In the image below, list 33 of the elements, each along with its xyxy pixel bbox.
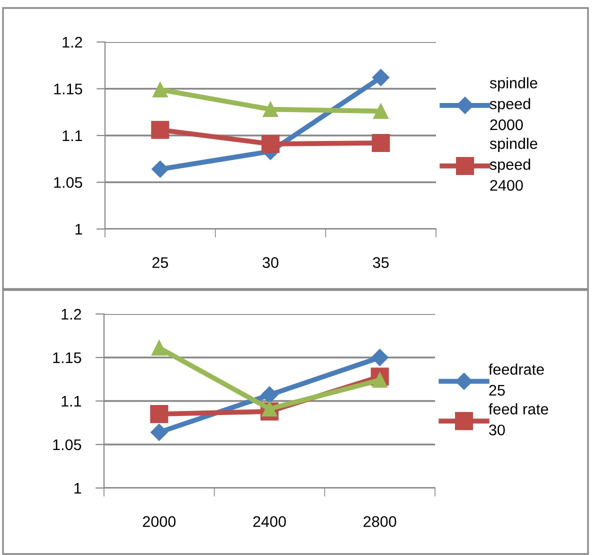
y-tick-label: 1 bbox=[75, 224, 82, 235]
y-tick-label: 1.15 bbox=[53, 352, 82, 364]
x-tick-label: 2800 bbox=[364, 516, 396, 527]
point bbox=[260, 386, 278, 404]
x-tick-label: 30 bbox=[262, 257, 278, 268]
y-tick-label: 1.2 bbox=[62, 308, 82, 320]
point bbox=[372, 134, 390, 152]
x-tick-label: 35 bbox=[372, 257, 389, 268]
legend-label: feed rate 30 bbox=[488, 403, 548, 436]
point bbox=[262, 102, 278, 117]
y-tick-label: 1.05 bbox=[54, 177, 82, 188]
x-tick-label: 2000 bbox=[142, 516, 176, 527]
point bbox=[373, 104, 388, 119]
point bbox=[150, 405, 168, 424]
y-tick-label: 1.1 bbox=[62, 130, 82, 142]
x-tick-label: 25 bbox=[152, 257, 168, 268]
y-tick-label: 1.15 bbox=[54, 84, 82, 94]
point bbox=[262, 401, 278, 416]
point bbox=[152, 340, 167, 356]
point bbox=[372, 372, 388, 388]
legend-label: spindle speed 2400 bbox=[490, 138, 538, 191]
y-tick-label: 1 bbox=[74, 483, 82, 494]
y-tick-label: 1.2 bbox=[62, 36, 82, 48]
point bbox=[372, 68, 390, 86]
x-tick-label: 2400 bbox=[253, 516, 286, 527]
point bbox=[152, 160, 169, 178]
point bbox=[150, 424, 168, 441]
point bbox=[152, 82, 168, 98]
y-tick-label: 1.05 bbox=[53, 439, 82, 450]
point bbox=[151, 120, 170, 139]
y-tick-label: 1.1 bbox=[62, 396, 82, 407]
point bbox=[371, 348, 388, 366]
point bbox=[261, 134, 280, 153]
